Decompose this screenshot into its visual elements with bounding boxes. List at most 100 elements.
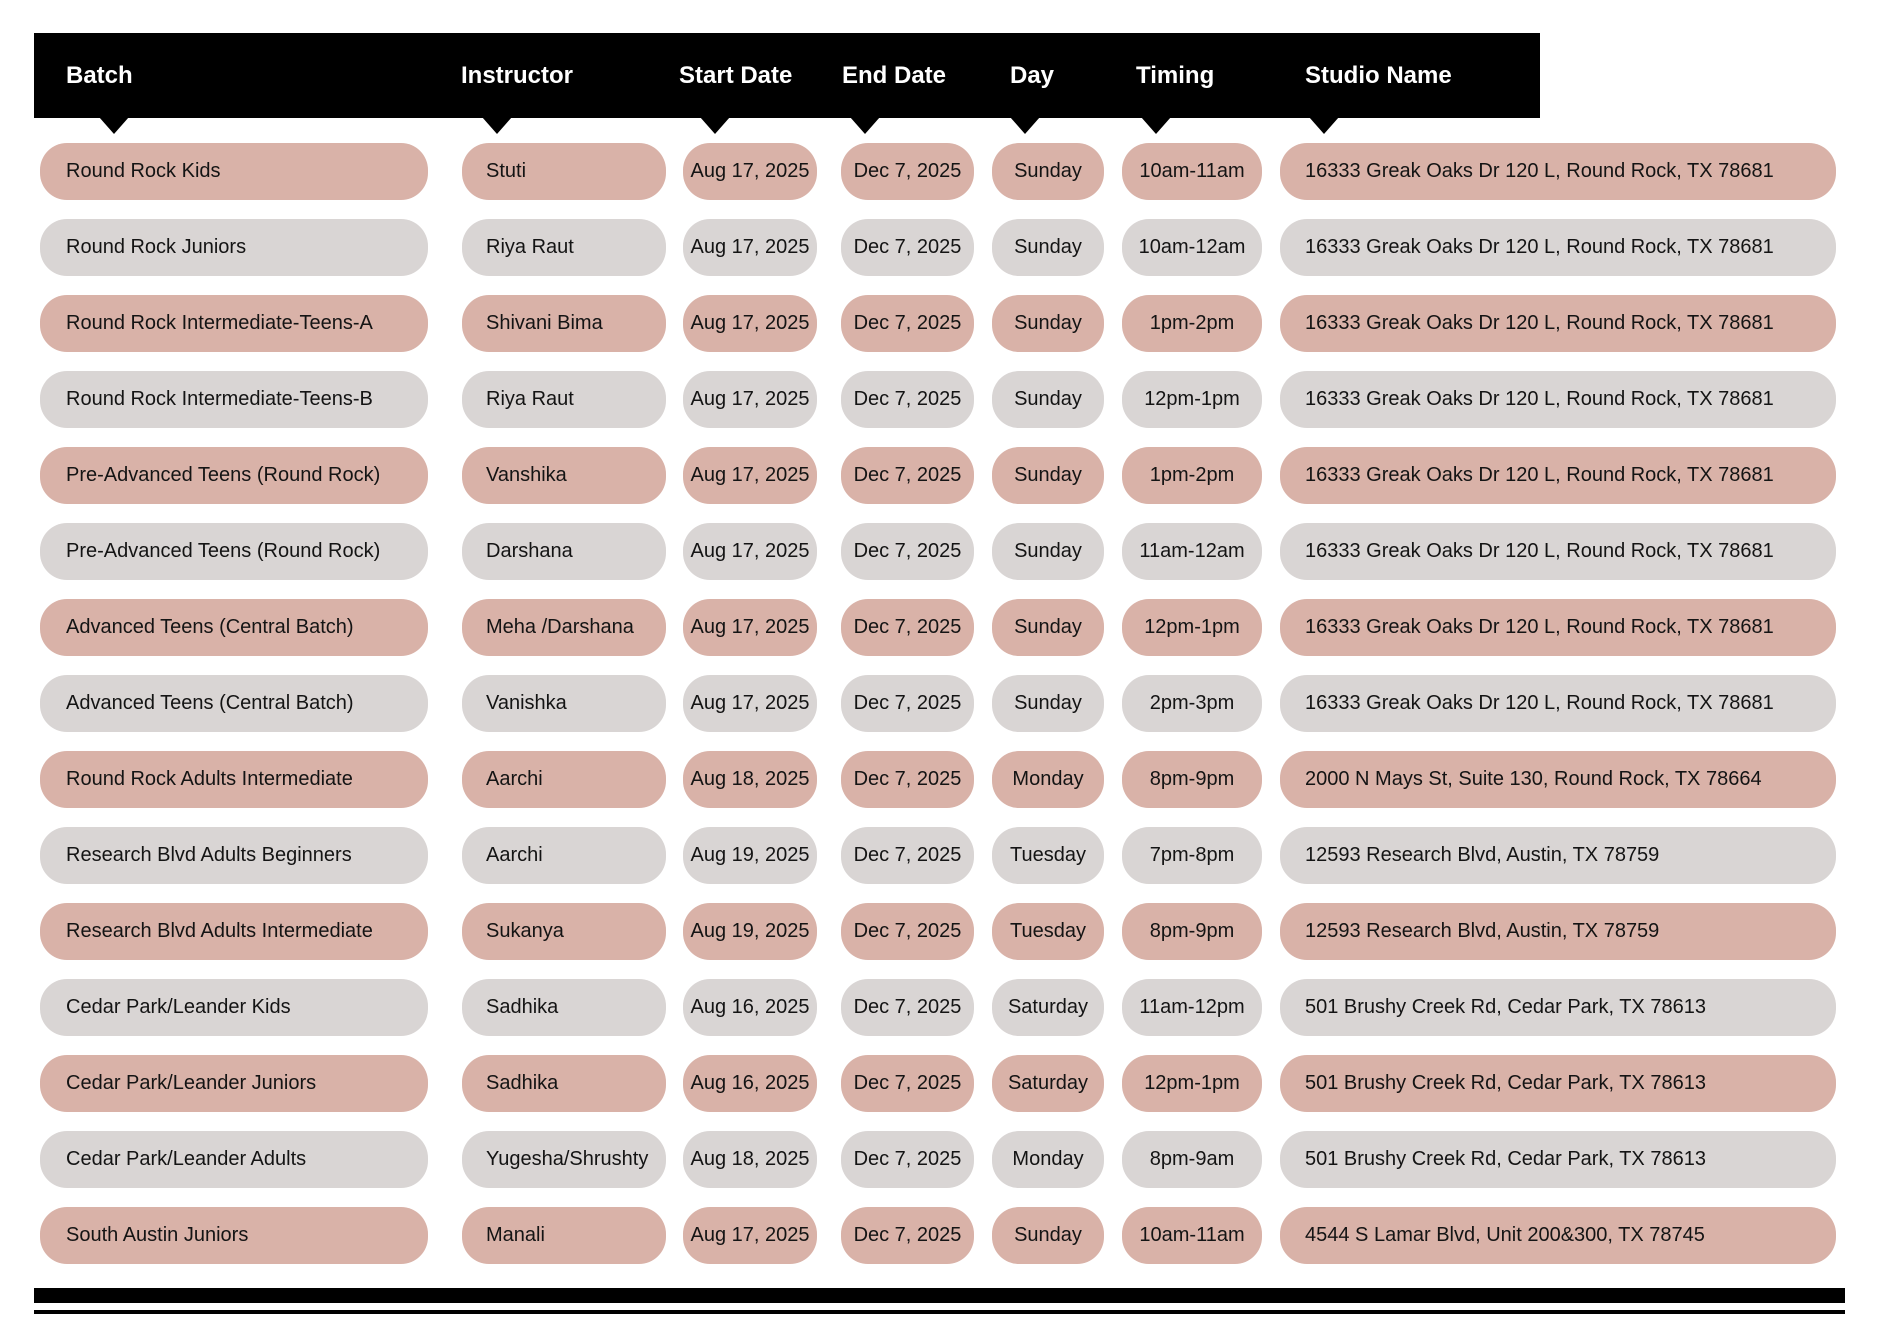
start-date-cell: Aug 16, 2025 bbox=[683, 1055, 817, 1112]
end-date-cell: Dec 7, 2025 bbox=[841, 371, 974, 428]
batch-cell: Cedar Park/Leander Juniors bbox=[40, 1055, 428, 1112]
header-notch-batch bbox=[99, 117, 129, 134]
column-header-batch: Batch bbox=[66, 61, 133, 89]
table-bottom-rule-thick bbox=[34, 1288, 1845, 1303]
start-date-cell: Aug 17, 2025 bbox=[683, 295, 817, 352]
start-date-cell: Aug 16, 2025 bbox=[683, 979, 817, 1036]
day-cell: Monday bbox=[992, 1131, 1104, 1188]
table-row: Advanced Teens (Central Batch) Vanishka Au… bbox=[0, 675, 1879, 732]
studio-cell: 16333 Greak Oaks Dr 120 L, Round Rock, T… bbox=[1280, 371, 1836, 428]
instructor-cell: Sadhika bbox=[462, 1055, 666, 1112]
timing-cell: 8pm-9pm bbox=[1122, 903, 1262, 960]
end-date-cell: Dec 7, 2025 bbox=[841, 523, 974, 580]
batch-cell: Round Rock Juniors bbox=[40, 219, 428, 276]
column-header-timing: Timing bbox=[1136, 61, 1215, 89]
timing-cell: 8pm-9pm bbox=[1122, 751, 1262, 808]
table-row: Cedar Park/Leander Juniors Sadhika Aug 16,… bbox=[0, 1055, 1879, 1112]
timing-cell: 12pm-1pm bbox=[1122, 1055, 1262, 1112]
studio-cell: 16333 Greak Oaks Dr 120 L, Round Rock, T… bbox=[1280, 295, 1836, 352]
studio-cell: 16333 Greak Oaks Dr 120 L, Round Rock, T… bbox=[1280, 447, 1836, 504]
timing-cell: 1pm-2pm bbox=[1122, 447, 1262, 504]
start-date-cell: Aug 17, 2025 bbox=[683, 371, 817, 428]
table-row: Round Rock Adults Intermediate Aarchi Aug … bbox=[0, 751, 1879, 808]
end-date-cell: Dec 7, 2025 bbox=[841, 1055, 974, 1112]
day-cell: Saturday bbox=[992, 1055, 1104, 1112]
end-date-cell: Dec 7, 2025 bbox=[841, 827, 974, 884]
end-date-cell: Dec 7, 2025 bbox=[841, 1207, 974, 1264]
studio-cell: 16333 Greak Oaks Dr 120 L, Round Rock, T… bbox=[1280, 219, 1836, 276]
start-date-cell: Aug 18, 2025 bbox=[683, 1131, 817, 1188]
batch-cell: Round Rock Intermediate-Teens-B bbox=[40, 371, 428, 428]
instructor-cell: Darshana bbox=[462, 523, 666, 580]
table-row: South Austin Juniors Manali Aug 17, 2025 De… bbox=[0, 1207, 1879, 1264]
table-row: Advanced Teens (Central Batch) Meha /Dars… bbox=[0, 599, 1879, 656]
timing-cell: 1pm-2pm bbox=[1122, 295, 1262, 352]
day-cell: Sunday bbox=[992, 1207, 1104, 1264]
batch-cell: Pre-Advanced Teens (Round Rock) bbox=[40, 523, 428, 580]
end-date-cell: Dec 7, 2025 bbox=[841, 295, 974, 352]
table-row: Pre-Advanced Teens (Round Rock) Darshana A… bbox=[0, 523, 1879, 580]
day-cell: Sunday bbox=[992, 523, 1104, 580]
batch-cell: Advanced Teens (Central Batch) bbox=[40, 599, 428, 656]
batch-cell: Cedar Park/Leander Kids bbox=[40, 979, 428, 1036]
day-cell: Saturday bbox=[992, 979, 1104, 1036]
end-date-cell: Dec 7, 2025 bbox=[841, 1131, 974, 1188]
start-date-cell: Aug 17, 2025 bbox=[683, 675, 817, 732]
table-row: Round Rock Juniors Riya Raut Aug 17, 2025 D… bbox=[0, 219, 1879, 276]
instructor-cell: Sukanya bbox=[462, 903, 666, 960]
batch-cell: South Austin Juniors bbox=[40, 1207, 428, 1264]
instructor-cell: Manali bbox=[462, 1207, 666, 1264]
batch-cell: Round Rock Kids bbox=[40, 143, 428, 200]
table-row: Pre-Advanced Teens (Round Rock) Vanshika A… bbox=[0, 447, 1879, 504]
instructor-cell: Riya Raut bbox=[462, 371, 666, 428]
end-date-cell: Dec 7, 2025 bbox=[841, 979, 974, 1036]
column-header-end-date: End Date bbox=[842, 61, 947, 89]
studio-cell: 16333 Greak Oaks Dr 120 L, Round Rock, T… bbox=[1280, 599, 1836, 656]
studio-cell: 12593 Research Blvd, Austin, TX 78759 bbox=[1280, 903, 1836, 960]
header-notch-end-date bbox=[850, 117, 880, 134]
studio-cell: 16333 Greak Oaks Dr 120 L, Round Rock, T… bbox=[1280, 143, 1836, 200]
table-row: Research Blvd Adults Beginners Aarchi Aug … bbox=[0, 827, 1879, 884]
batch-cell: Round Rock Intermediate-Teens-A bbox=[40, 295, 428, 352]
header-notch-studio-name bbox=[1309, 117, 1339, 134]
timing-cell: 2pm-3pm bbox=[1122, 675, 1262, 732]
day-cell: Tuesday bbox=[992, 903, 1104, 960]
timing-cell: 12pm-1pm bbox=[1122, 599, 1262, 656]
studio-cell: 501 Brushy Creek Rd, Cedar Park, TX 7861… bbox=[1280, 979, 1836, 1036]
column-header-start-date: Start Date bbox=[679, 61, 793, 89]
timing-cell: 12pm-1pm bbox=[1122, 371, 1262, 428]
instructor-cell: Aarchi bbox=[462, 827, 666, 884]
batch-cell: Pre-Advanced Teens (Round Rock) bbox=[40, 447, 428, 504]
start-date-cell: Aug 17, 2025 bbox=[683, 599, 817, 656]
instructor-cell: Vanshika bbox=[462, 447, 666, 504]
start-date-cell: Aug 17, 2025 bbox=[683, 523, 817, 580]
timing-cell: 10am-12am bbox=[1122, 219, 1262, 276]
day-cell: Sunday bbox=[992, 295, 1104, 352]
day-cell: Tuesday bbox=[992, 827, 1104, 884]
end-date-cell: Dec 7, 2025 bbox=[841, 447, 974, 504]
timing-cell: 10am-11am bbox=[1122, 143, 1262, 200]
day-cell: Sunday bbox=[992, 219, 1104, 276]
start-date-cell: Aug 17, 2025 bbox=[683, 219, 817, 276]
table-row: Cedar Park/Leander Adults Yugesha/Shrusht… bbox=[0, 1131, 1879, 1188]
start-date-cell: Aug 17, 2025 bbox=[683, 143, 817, 200]
batch-cell: Research Blvd Adults Intermediate bbox=[40, 903, 428, 960]
studio-cell: 2000 N Mays St, Suite 130, Round Rock, T… bbox=[1280, 751, 1836, 808]
header-notch-timing bbox=[1141, 117, 1171, 134]
studio-cell: 501 Brushy Creek Rd, Cedar Park, TX 7861… bbox=[1280, 1055, 1836, 1112]
start-date-cell: Aug 19, 2025 bbox=[683, 903, 817, 960]
timing-cell: 10am-11am bbox=[1122, 1207, 1262, 1264]
studio-cell: 16333 Greak Oaks Dr 120 L, Round Rock, T… bbox=[1280, 675, 1836, 732]
end-date-cell: Dec 7, 2025 bbox=[841, 219, 974, 276]
table-row: Round Rock Kids Stuti Aug 17, 2025 Dec 7, 2… bbox=[0, 143, 1879, 200]
start-date-cell: Aug 17, 2025 bbox=[683, 447, 817, 504]
instructor-cell: Aarchi bbox=[462, 751, 666, 808]
studio-cell: 501 Brushy Creek Rd, Cedar Park, TX 7861… bbox=[1280, 1131, 1836, 1188]
batch-cell: Advanced Teens (Central Batch) bbox=[40, 675, 428, 732]
instructor-cell: Sadhika bbox=[462, 979, 666, 1036]
table-row: Research Blvd Adults Intermediate Sukanya… bbox=[0, 903, 1879, 960]
batch-cell: Cedar Park/Leander Adults bbox=[40, 1131, 428, 1188]
start-date-cell: Aug 17, 2025 bbox=[683, 1207, 817, 1264]
day-cell: Sunday bbox=[992, 447, 1104, 504]
header-notch-start-date bbox=[700, 117, 730, 134]
